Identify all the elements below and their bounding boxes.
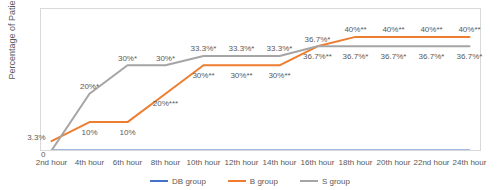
svg-text:40%**: 40%**: [458, 25, 480, 34]
svg-text:3.3%: 3.3%: [27, 133, 45, 142]
svg-text:24th hour: 24th hour: [453, 158, 487, 167]
svg-text:36.7%*: 36.7%*: [457, 52, 483, 61]
svg-text:10%: 10%: [81, 128, 97, 137]
svg-text:36.7%*: 36.7%*: [381, 52, 407, 61]
html-text:S group: S group: [321, 176, 350, 186]
svg-text:30%**: 30%**: [192, 71, 214, 80]
svg-text:6th hour: 6th hour: [113, 158, 143, 167]
svg-text:36.7%*: 36.7%*: [419, 52, 445, 61]
html-text:DB group: DB group: [172, 176, 206, 186]
svg-text:16th hour: 16th hour: [301, 158, 335, 167]
svg-text:Percentage of Patients: Percentage of Patients: [7, 0, 17, 80]
svg-text:30%*: 30%*: [156, 54, 175, 63]
svg-text:36.7%*: 36.7%*: [343, 52, 369, 61]
svg-text:30%**: 30%**: [268, 71, 290, 80]
svg-text:30%*: 30%*: [118, 54, 137, 63]
svg-text:20%*: 20%*: [80, 82, 99, 91]
svg-text:36.7%**: 36.7%**: [303, 52, 332, 61]
svg-text:33.3%*: 33.3%*: [229, 44, 255, 53]
svg-text:36.7%*: 36.7%*: [305, 35, 331, 44]
svg-text:10th hour: 10th hour: [187, 158, 221, 167]
svg-text:0: 0: [41, 150, 46, 159]
svg-text:18th hour: 18th hour: [339, 158, 373, 167]
svg-text:8th hour: 8th hour: [151, 158, 181, 167]
svg-text:33.3%*: 33.3%*: [267, 44, 293, 53]
svg-text:10%: 10%: [119, 128, 135, 137]
svg-text:40%**: 40%**: [420, 25, 442, 34]
svg-text:40%**: 40%**: [344, 25, 366, 34]
svg-text:4th hour: 4th hour: [75, 158, 105, 167]
html-text:B group: B group: [249, 176, 278, 186]
svg-text:14th hour: 14th hour: [263, 158, 297, 167]
svg-text:33.3%*: 33.3%*: [191, 44, 217, 53]
svg-text:20%***: 20%***: [153, 99, 178, 108]
svg-text:2nd hour: 2nd hour: [36, 158, 68, 167]
svg-text:40%**: 40%**: [382, 25, 404, 34]
svg-text:20th hour: 20th hour: [377, 158, 411, 167]
svg-text:12th hour: 12th hour: [225, 158, 259, 167]
svg-text:22nd hour: 22nd hour: [413, 158, 449, 167]
svg-text:30%**: 30%**: [230, 71, 252, 80]
